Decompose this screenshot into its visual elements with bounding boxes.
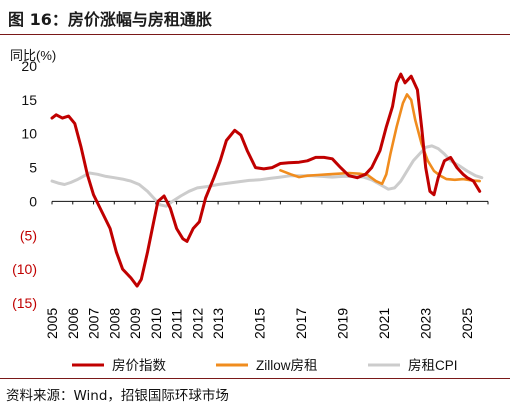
legend: 房价指数 Zillow房租 房租CPI	[72, 358, 458, 373]
y-tick-label: 5	[29, 160, 37, 176]
y-tick-label: 0	[29, 193, 37, 209]
source-note: 资料来源：Wind，招银国际环球市场	[6, 388, 229, 404]
y-axis-label: 同比(%)	[10, 48, 56, 63]
x-tick-label: 2025	[459, 308, 475, 339]
y-tick-label: (5)	[20, 227, 37, 243]
x-tick-label: 2006	[65, 308, 81, 339]
legend-item-0: 房价指数	[72, 358, 166, 373]
title-divider	[0, 34, 510, 35]
legend-item-2: 房租CPI	[368, 358, 458, 373]
x-tick-label: 2005	[44, 308, 60, 339]
x-tick-label: 2008	[106, 308, 122, 339]
series-line-0	[50, 72, 482, 288]
x-tick-label: 2015	[252, 308, 268, 339]
y-tick-label: 10	[21, 126, 37, 142]
y-tick-label: (15)	[12, 295, 37, 311]
x-tick-label: 2021	[376, 308, 392, 339]
x-tick-label: 2023	[418, 308, 434, 339]
y-tick-label: 15	[21, 92, 37, 108]
series-line-1	[279, 93, 481, 186]
x-tick-label: 2010	[148, 308, 164, 339]
x-tick-label: 2009	[127, 308, 143, 339]
series-lines	[50, 72, 484, 288]
y-tick-label: (10)	[12, 261, 37, 277]
x-tick-label: 2011	[169, 309, 185, 339]
x-tick-label: 2012	[189, 308, 205, 339]
legend-label: 房价指数	[112, 358, 166, 373]
y-tick-label: 20	[21, 58, 37, 74]
x-tick-label: 2007	[86, 308, 102, 339]
x-tick-label: 2017	[293, 308, 309, 339]
x-tick-label: 2019	[335, 308, 351, 339]
footer-divider	[0, 378, 510, 379]
x-tick-label: 2013	[210, 308, 226, 339]
legend-label: Zillow房租	[256, 358, 318, 373]
series-line-2	[50, 144, 484, 208]
legend-item-1: Zillow房租	[216, 358, 318, 373]
legend-label: 房租CPI	[408, 358, 458, 373]
figure-title: 图 16：房价涨幅与房租通胀	[8, 10, 212, 29]
